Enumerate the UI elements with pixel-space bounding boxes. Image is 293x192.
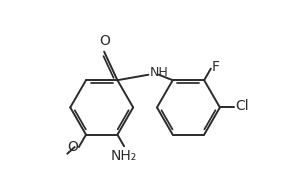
Text: NH: NH — [149, 66, 168, 79]
Text: Cl: Cl — [235, 99, 249, 113]
Text: NH₂: NH₂ — [111, 149, 137, 162]
Text: O: O — [100, 34, 110, 48]
Text: F: F — [212, 60, 220, 74]
Text: O: O — [67, 140, 78, 154]
